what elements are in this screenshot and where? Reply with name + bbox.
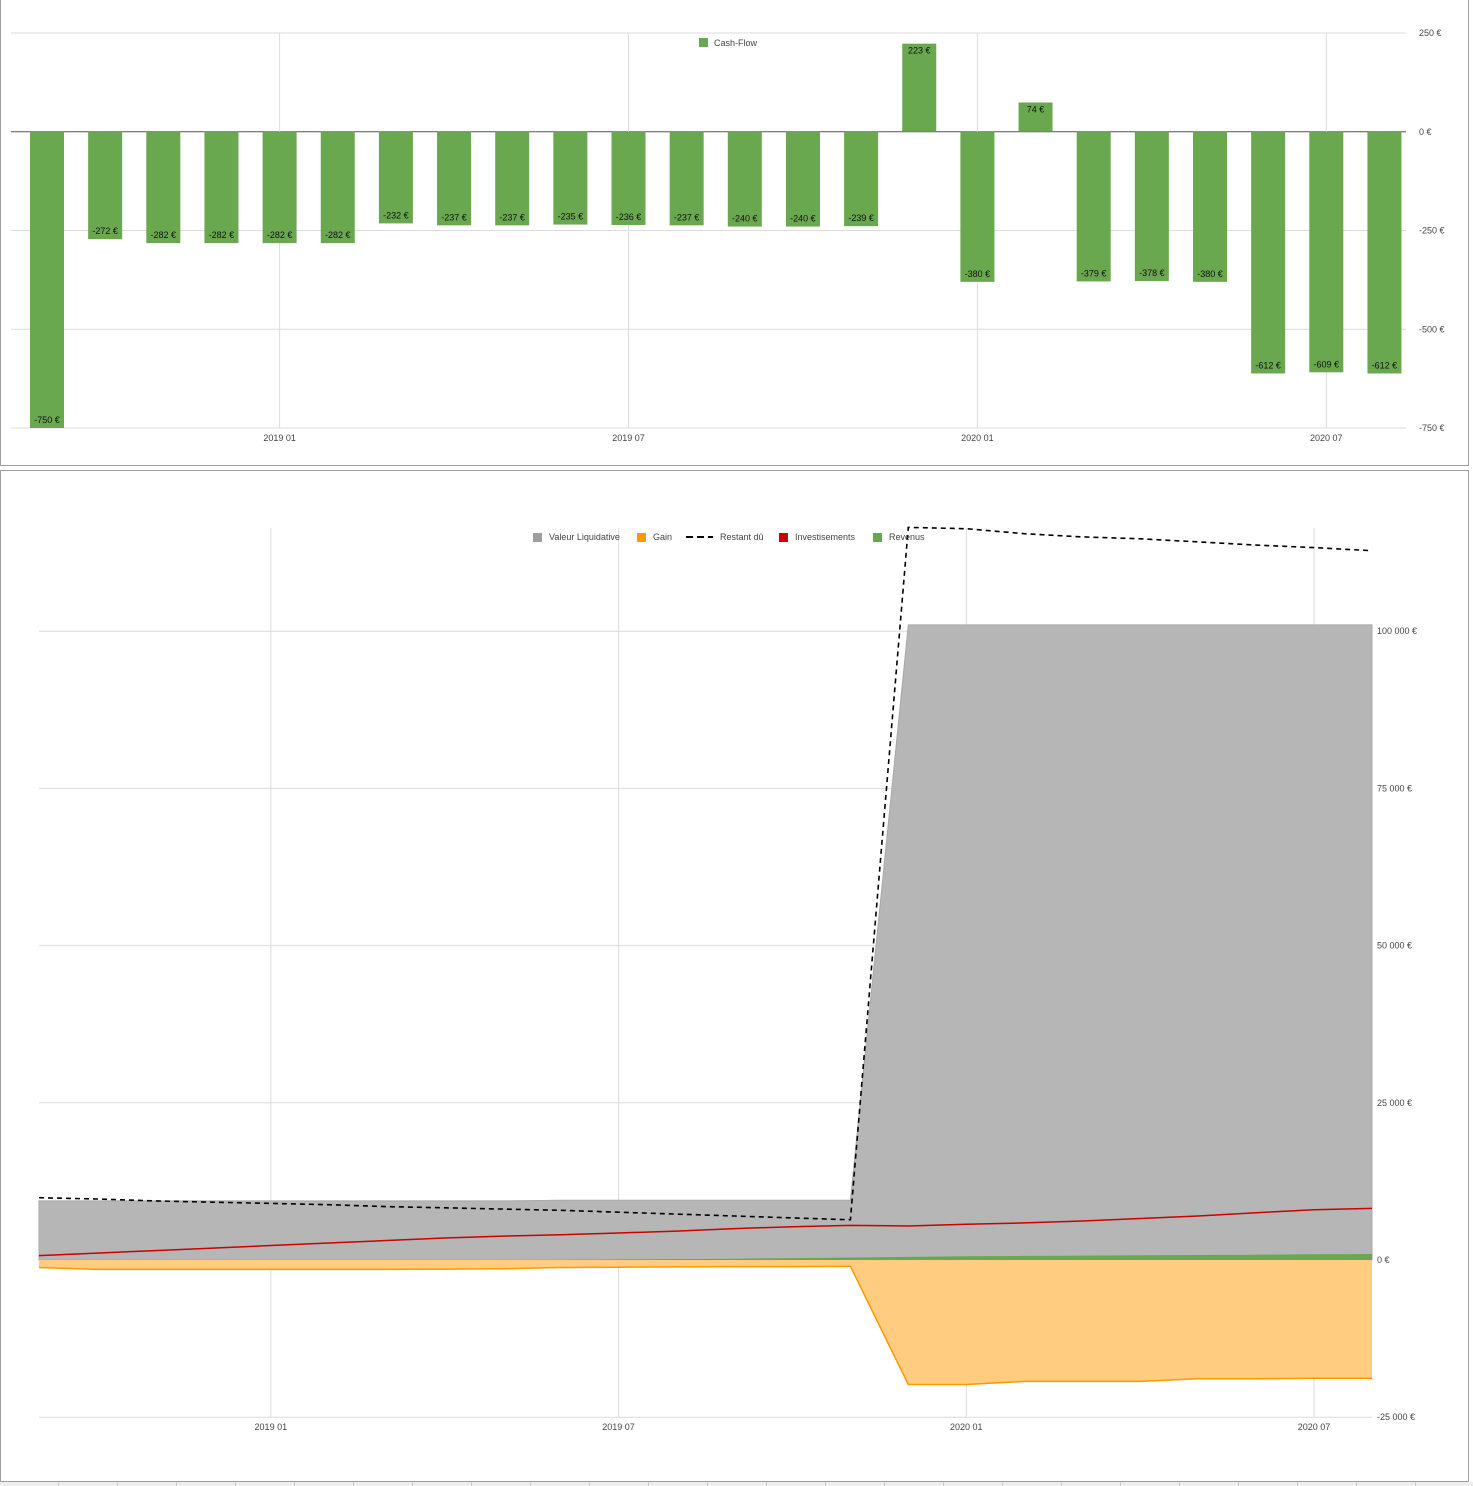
bar-value-label: -239 € bbox=[848, 213, 874, 223]
line-gain bbox=[38, 1265, 1372, 1386]
bar-value-label: -236 € bbox=[616, 212, 642, 222]
y-tick-label: 25 000 € bbox=[1377, 1098, 1412, 1108]
bar-value-label: -380 € bbox=[965, 269, 991, 279]
bar-value-label: -240 € bbox=[732, 214, 758, 224]
bar-value-label: -237 € bbox=[441, 212, 467, 222]
y-tick-label: -250 € bbox=[1419, 226, 1445, 236]
y-tick-label: -25 000 € bbox=[1377, 1412, 1415, 1422]
legend-label-revenus: Revenus bbox=[889, 532, 925, 542]
legend-label-cash-flow: Cash-Flow bbox=[714, 38, 758, 48]
legend-label-restant-d-: Restant dû bbox=[720, 532, 764, 542]
portfolio-chart-panel: 100 000 € 75 000 € 50 000 € 25 000 € 0 € -25 … bbox=[0, 470, 1469, 1482]
bar-2019-03 bbox=[378, 131, 413, 224]
bar-2019-07 bbox=[611, 131, 646, 225]
y-tick-label: -500 € bbox=[1419, 324, 1445, 334]
bar-2019-05 bbox=[495, 131, 530, 226]
bar-2018-11 bbox=[146, 131, 181, 244]
bar-value-label: -237 € bbox=[499, 212, 525, 222]
bar-value-label: -232 € bbox=[383, 210, 409, 220]
x-tick-label: 2019 01 bbox=[263, 433, 296, 443]
legend-label-gain: Gain bbox=[653, 532, 672, 542]
bar-value-label: -612 € bbox=[1372, 360, 1398, 370]
bar-2018-10 bbox=[88, 131, 123, 240]
bar-value-label: -282 € bbox=[267, 230, 293, 240]
bar-value-label: -282 € bbox=[209, 230, 235, 240]
bar-value-label: -240 € bbox=[790, 214, 816, 224]
bar-2019-10 bbox=[785, 131, 820, 227]
legend-swatch-valeur-liquidative bbox=[533, 533, 542, 542]
y-tick-label: 0 € bbox=[1419, 127, 1432, 137]
cash-flow-chart-panel: 250 € 0 € -250 € -500 € -750 € 2019 01 2019 07… bbox=[0, 0, 1469, 466]
bar-value-label: -379 € bbox=[1081, 268, 1107, 278]
x-tick-label: 2019 07 bbox=[612, 433, 645, 443]
x-tick-label: 2019 01 bbox=[255, 1422, 288, 1432]
legend-swatch-gain bbox=[637, 533, 646, 542]
legend-label-investisements: Investisements bbox=[795, 532, 856, 542]
bar-value-label: -282 € bbox=[325, 230, 351, 240]
bar-2020-07 bbox=[1309, 131, 1344, 373]
y-tick-label: 250 € bbox=[1419, 28, 1442, 38]
bar-value-label: -750 € bbox=[34, 415, 60, 425]
area-valeur-liquidative bbox=[38, 624, 1373, 1261]
y-tick-label: 75 000 € bbox=[1377, 783, 1412, 793]
bar-2019-09 bbox=[727, 131, 762, 227]
bar-value-label: -237 € bbox=[674, 212, 700, 222]
bar-value-label: -609 € bbox=[1314, 359, 1340, 369]
x-tick-label: 2020 01 bbox=[961, 433, 994, 443]
bar-2019-01 bbox=[262, 131, 297, 244]
y-tick-label: 50 000 € bbox=[1377, 941, 1412, 951]
bar-value-label: -282 € bbox=[151, 230, 177, 240]
bar-2018-12 bbox=[204, 131, 239, 244]
bar-2019-11 bbox=[844, 131, 879, 227]
area-gain bbox=[39, 1260, 1372, 1385]
x-tick-label: 2020 07 bbox=[1310, 433, 1343, 443]
bar-value-label: -378 € bbox=[1139, 268, 1165, 278]
bar-2020-04 bbox=[1134, 131, 1169, 282]
bar-2020-06 bbox=[1251, 131, 1286, 374]
y-tick-label: -750 € bbox=[1419, 423, 1445, 433]
bar-value-label: -612 € bbox=[1255, 360, 1281, 370]
portfolio-chart: 100 000 € 75 000 € 50 000 € 25 000 € 0 € -25 … bbox=[38, 526, 1417, 1432]
sheet-grid-strip bbox=[0, 1482, 1473, 1486]
bar-2019-08 bbox=[669, 131, 704, 226]
bar-2020-05 bbox=[1193, 131, 1227, 282]
bar-value-label: -380 € bbox=[1197, 269, 1223, 279]
bar-value-label: 223 € bbox=[908, 46, 931, 56]
x-tick-label: 2020 07 bbox=[1298, 1422, 1331, 1432]
y-tick-label: 100 000 € bbox=[1377, 626, 1417, 636]
cash-flow-chart: 250 € 0 € -250 € -500 € -750 € 2019 01 2019 07… bbox=[11, 28, 1445, 443]
area-revenus bbox=[39, 1254, 1372, 1260]
bar-2019-12 bbox=[902, 43, 937, 132]
legend-label-valeur-liquidative: Valeur Liquidative bbox=[549, 532, 620, 542]
x-tick-label: 2020 01 bbox=[950, 1422, 983, 1432]
line-restant-du bbox=[38, 526, 1373, 1221]
bar-2019-06 bbox=[553, 131, 588, 225]
bar-2020-02 bbox=[1018, 102, 1053, 132]
bar-2020-03 bbox=[1076, 131, 1111, 282]
line-investisements bbox=[38, 1207, 1373, 1257]
legend-swatch-cash-flow bbox=[699, 38, 708, 47]
bar-value-label: -235 € bbox=[558, 212, 584, 222]
bar-2018-09 bbox=[30, 131, 64, 428]
legend-swatch-investisements bbox=[779, 533, 788, 542]
bar-2020-08 bbox=[1367, 131, 1402, 374]
y-tick-label: 0 € bbox=[1377, 1255, 1390, 1265]
bar-2019-04 bbox=[437, 131, 472, 226]
x-tick-label: 2019 07 bbox=[602, 1422, 635, 1432]
bar-value-label: -272 € bbox=[92, 226, 118, 236]
bar-2020-01 bbox=[960, 131, 995, 282]
legend-swatch-revenus bbox=[873, 533, 882, 542]
bar-2019-02 bbox=[320, 131, 355, 244]
bar-value-label: 74 € bbox=[1027, 105, 1045, 115]
